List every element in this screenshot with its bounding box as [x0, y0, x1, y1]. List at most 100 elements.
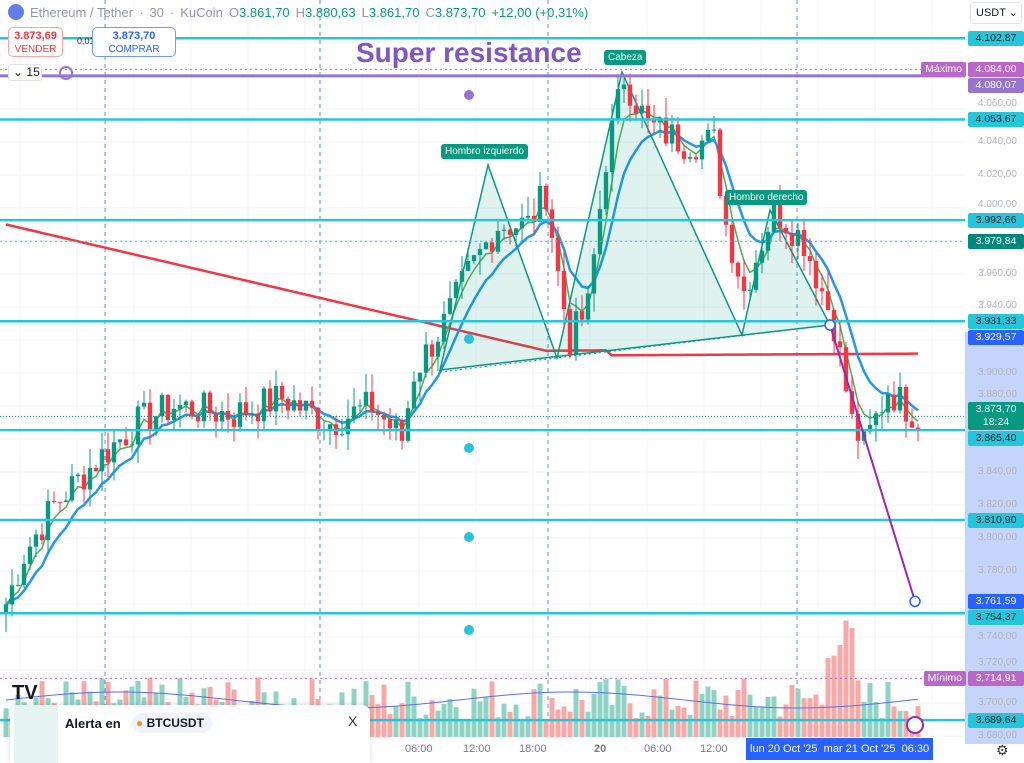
- volume-bar: [837, 645, 843, 737]
- volume-bar: [747, 694, 753, 737]
- candle: [723, 196, 729, 225]
- candle: [141, 402, 147, 407]
- candle: [891, 394, 897, 411]
- sell-button[interactable]: 3.873,69 VENDER: [8, 27, 63, 57]
- level-price-label: 3.931,33: [968, 313, 1024, 329]
- volume-bar: [381, 684, 387, 737]
- level-price-label: 4.053,67: [968, 111, 1024, 127]
- price-chart[interactable]: [0, 0, 965, 737]
- candle: [825, 291, 831, 311]
- candle: [135, 406, 141, 445]
- candle: [879, 412, 885, 414]
- super-resistance-price-label: 4.080,07: [968, 77, 1024, 93]
- candle: [477, 249, 483, 256]
- volume-bar: [825, 658, 831, 737]
- candle: [51, 501, 57, 503]
- candle: [549, 209, 555, 238]
- volume-bar: [867, 683, 873, 737]
- candle: [741, 276, 747, 291]
- level-price-label: 4.102,87: [968, 30, 1024, 46]
- time-axis[interactable]: 06:00 12:00 18:00 20 06:00 12:00: [0, 737, 965, 763]
- candle: [885, 394, 891, 413]
- volume-bar: [831, 655, 837, 737]
- last-price-label: 3.873,70 18:24: [968, 402, 1024, 431]
- candle: [165, 394, 171, 421]
- candle: [177, 404, 183, 409]
- volume-bar: [675, 706, 681, 737]
- left-shoulder-label[interactable]: Hombro izquierdo: [441, 144, 528, 159]
- candle: [513, 228, 519, 235]
- volume-bar: [645, 715, 651, 737]
- crosshair-price-label: 3.929,57: [968, 329, 1024, 345]
- candle: [471, 255, 477, 261]
- candle: [795, 229, 801, 246]
- max-label: Máximo: [921, 61, 966, 77]
- candle: [507, 229, 513, 235]
- candle: [711, 129, 717, 131]
- candle: [837, 341, 843, 348]
- alert-symbol[interactable]: ● BTCUSDT: [132, 713, 212, 733]
- candle: [747, 289, 753, 291]
- low-value: 3.861,70: [368, 4, 420, 20]
- price-tick: 3.880,00: [978, 389, 1017, 400]
- volume-bar: [3, 708, 9, 737]
- volume-bar: [555, 709, 561, 737]
- alarm-icon: [464, 532, 474, 542]
- min-price-label: 3.714,91: [968, 670, 1024, 686]
- volume-bar: [507, 711, 513, 737]
- price-tick: 4.060,00: [978, 98, 1017, 109]
- volume-bar: [705, 686, 711, 737]
- candle: [207, 392, 213, 413]
- candle: [303, 400, 309, 411]
- buy-button[interactable]: 3.873,70 COMPRAR: [92, 27, 176, 57]
- volume-bar: [483, 697, 489, 737]
- price-tick: 4.020,00: [978, 169, 1017, 180]
- price-tick: 3.800,00: [978, 532, 1017, 543]
- head-label[interactable]: Cabeza: [604, 50, 647, 65]
- level-price-label: 3.754,37: [968, 609, 1024, 625]
- volume-bar: [735, 690, 741, 737]
- volume-bar: [465, 719, 471, 737]
- candle: [543, 185, 549, 210]
- projection-line: [829, 324, 916, 602]
- candle: [261, 388, 267, 422]
- currency-select[interactable]: USDT ⌄: [970, 2, 1022, 24]
- interval[interactable]: 30: [149, 4, 164, 20]
- volume-bar: [711, 690, 717, 737]
- candle: [393, 420, 399, 429]
- volume-bar: [639, 712, 645, 737]
- volume-bar: [453, 707, 459, 737]
- volume-bar: [495, 717, 501, 737]
- candle: [171, 408, 177, 421]
- candle: [591, 254, 597, 294]
- candle: [729, 224, 735, 263]
- symbol-name[interactable]: Ethereum / Tether: [30, 4, 134, 20]
- volume-bar: [723, 695, 729, 737]
- settings-icon[interactable]: ⚙: [996, 742, 1009, 758]
- tradingview-logo[interactable]: TV: [12, 682, 38, 704]
- super-resistance-text[interactable]: Super resistance: [356, 37, 582, 68]
- exchange: KuCoin: [180, 4, 223, 20]
- candle: [609, 120, 615, 173]
- volume-bar: [519, 720, 525, 737]
- candle: [519, 217, 525, 229]
- volume-bar: [771, 696, 777, 737]
- volume-bar: [411, 696, 417, 737]
- candle: [411, 381, 417, 409]
- close-icon[interactable]: X: [348, 713, 358, 729]
- indicators-toggle[interactable]: ⌄ 15: [8, 64, 42, 81]
- volume-bar: [741, 678, 747, 737]
- alert-title: Alerta en: [65, 716, 121, 731]
- candle: [423, 344, 429, 373]
- volume-bar: [669, 709, 675, 737]
- volume-bar: [573, 689, 579, 737]
- candle: [849, 391, 855, 414]
- candle: [405, 408, 411, 441]
- price-tick: 4.040,00: [978, 136, 1017, 147]
- volume-bar: [591, 693, 597, 737]
- candle: [789, 233, 795, 246]
- candle: [675, 124, 681, 152]
- candle: [21, 563, 27, 585]
- candle: [69, 476, 75, 501]
- right-shoulder-label[interactable]: Hombro derecho: [725, 190, 808, 205]
